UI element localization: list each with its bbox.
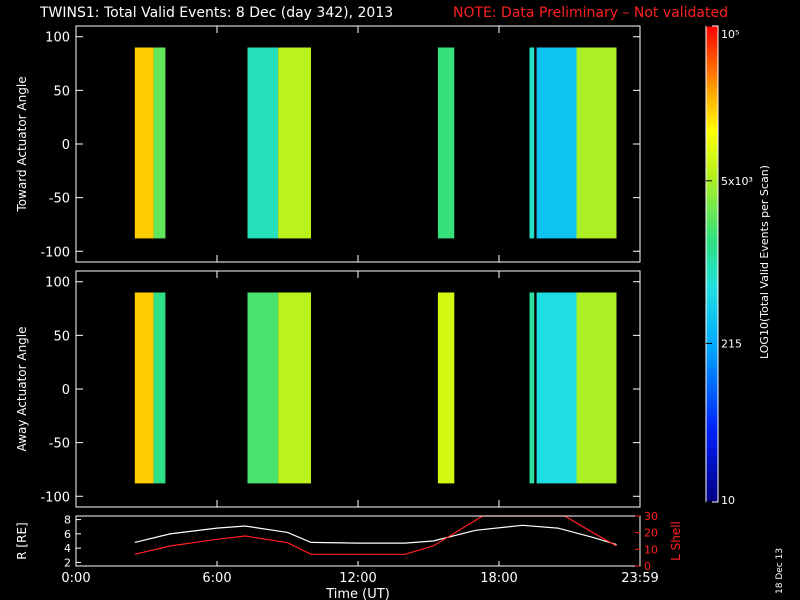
toward-ytick-label: 0 [62,138,70,153]
away-block-3 [278,292,311,484]
toward-block-6 [536,47,577,239]
away-ytick-label: -100 [40,490,70,505]
xtick-label: 6:00 [202,571,231,586]
xtick-label: 0:00 [61,571,90,586]
away-block-1 [153,292,166,484]
x-axis-label: Time (UT) [325,587,390,600]
away-block-6 [536,292,577,484]
away-ytick-label: 0 [62,383,70,398]
toward-ytick-label: -100 [40,245,70,260]
toward-block-0 [134,47,154,239]
away-panel: -100 -50 0 50 100 Away Actuator Angle [15,270,641,508]
colorbar-tick-label: 10⁵ [721,28,739,41]
orbit-ytick-left-label: 4 [64,542,71,555]
toward-panel: -100 -50 0 50 100 Toward Actuator Angle [15,25,641,263]
chart-title: TWINS1: Total Valid Events: 8 Dec (day 3… [40,5,394,21]
away-block-4 [437,292,455,484]
toward-block-1 [153,47,166,239]
orbit-frame [75,515,641,567]
orbit-ytick-left-label: 6 [64,528,71,541]
away-block-7 [576,292,617,484]
toward-ytick-label: -50 [49,192,70,207]
orbit-ytick-left-label: 2 [64,556,71,569]
colorbar: 10 215 5x10³ 10⁵ LOG10(Total Valid Events p… [705,25,771,507]
toward-ytick-label: 100 [45,31,70,46]
toward-block-5 [529,47,535,239]
orbit-ytick-left-label: 8 [64,514,71,527]
toward-ytick-label: 50 [53,84,70,99]
colorbar-label: LOG10(Total Valid Events per Scan) [758,165,771,359]
colorbar-gradient [705,25,719,503]
away-ylabel: Away Actuator Angle [15,326,29,451]
orbit-ylabel-right: L Shell [669,521,683,561]
orbit-ytick-right-label: 0 [644,560,651,573]
colorbar-tick-label: 5x10³ [721,175,753,188]
away-block-2 [247,292,279,484]
date-stamp: 18 Dec 13 [775,547,785,594]
toward-block-4 [437,47,455,239]
title-bar: TWINS1: Total Valid Events: 8 Dec (day 3… [0,3,800,25]
colorbar-tick-label: 215 [721,337,742,350]
orbit-series-right [134,515,617,555]
xtick-label: 12:00 [339,571,376,586]
away-ytick-label: -50 [49,437,70,452]
toward-block-7 [576,47,617,239]
orbit-series-left [134,524,617,546]
orbit-ytick-right-label: 20 [644,527,658,540]
colorbar-tick-label: 10 [721,494,735,507]
xtick-label: 18:00 [480,571,517,586]
away-block-5 [529,292,535,484]
away-ytick-label: 50 [53,329,70,344]
orbit-ytick-right-label: 10 [644,543,658,556]
xtick-label: 23:59 [621,571,658,586]
orbit-ytick-right-label: 30 [644,510,658,523]
toward-ylabel: Toward Actuator Angle [15,76,29,212]
away-ytick-label: 100 [45,276,70,291]
toward-block-3 [278,47,311,239]
toward-block-2 [247,47,279,239]
orbit-ylabel-left: R [RE] [15,522,29,559]
away-block-0 [134,292,154,484]
colorbar-ticks: 10 215 5x10³ 10⁵ [706,25,753,507]
preliminary-note: NOTE: Data Preliminary – Not validated [453,5,728,21]
